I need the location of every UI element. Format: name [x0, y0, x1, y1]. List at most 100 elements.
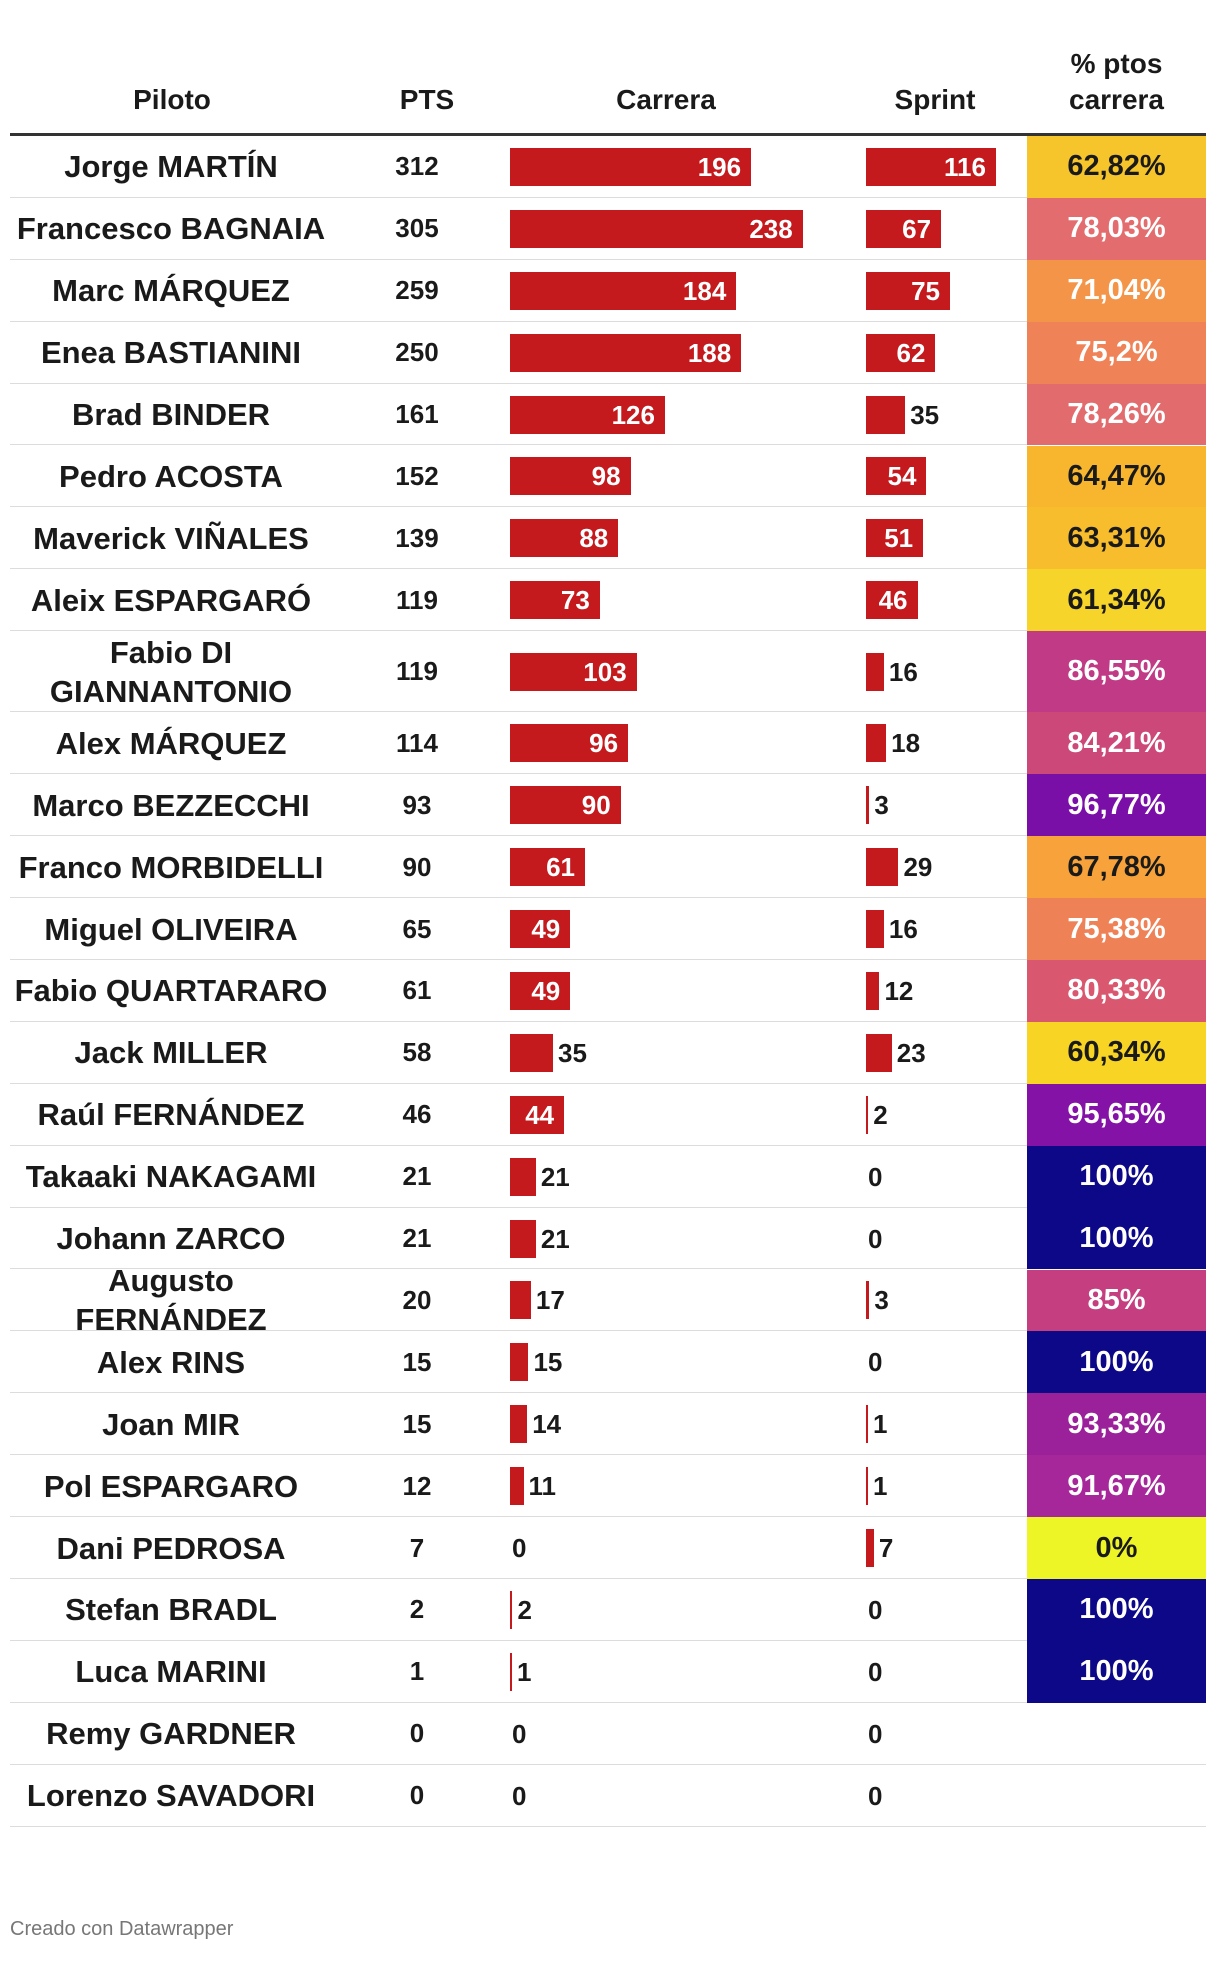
rider-name: Pedro ACOSTA [59, 458, 283, 494]
header-rule [10, 133, 1206, 136]
carrera-label: 0 [512, 1533, 527, 1564]
row-separator [10, 1639, 1206, 1641]
header-sprint: Sprint [894, 84, 976, 115]
race-points-percent [1027, 1703, 1206, 1765]
sprint-bar [866, 147, 996, 186]
race-points-percent: 100% [1027, 1579, 1206, 1641]
sprint-label: 7 [878, 1533, 894, 1564]
rider-name: Remy GARDNER [46, 1716, 296, 1752]
table-row: Marc MÁRQUEZ 259 184 75 71,04% [10, 259, 1206, 322]
carrera-bar [510, 1467, 524, 1506]
carrera-label: 73 [560, 585, 590, 616]
carrera-label: 196 [697, 151, 742, 182]
race-points-percent: 71,04% [1027, 259, 1206, 322]
row-separator [10, 958, 1206, 960]
sprint-label: 35 [910, 399, 940, 430]
table-row: Alex RINS 15 15 0 100% [10, 1331, 1206, 1394]
sprint-bar [866, 1467, 868, 1506]
row-separator [10, 1392, 1206, 1394]
total-points: 259 [395, 275, 439, 306]
carrera-label: 35 [558, 1037, 587, 1068]
sprint-label: 0 [868, 1223, 883, 1254]
total-points: 93 [402, 789, 432, 820]
carrera-bar [510, 848, 586, 887]
row-separator [10, 1701, 1206, 1703]
rider-name: Takaaki NAKAGAMI [25, 1159, 317, 1195]
table-row: Augusto FERNÁNDEZ 20 17 3 85% [10, 1263, 1206, 1338]
race-points-percent: 75,2% [1027, 321, 1206, 384]
sprint-label: 12 [884, 975, 914, 1006]
sprint-label: 0 [868, 1347, 883, 1378]
sprint-label: 75 [911, 275, 940, 306]
carrera-label: 21 [540, 1161, 570, 1192]
carrera-label: 238 [749, 213, 793, 244]
table-row: Lorenzo SAVADORI 0 0 0 [10, 1765, 1206, 1827]
total-points: 15 [402, 1346, 432, 1377]
sprint-label: 23 [896, 1037, 926, 1068]
race-points-percent: 95,65% [1027, 1083, 1206, 1146]
table-row: Dani PEDROSA 7 0 7 0% [10, 1517, 1206, 1579]
row-separator [10, 1268, 1206, 1270]
race-points-percent: 93,33% [1027, 1393, 1206, 1456]
carrera-bar [510, 395, 665, 434]
rider-name: Fabio DI GIANNANTONIO [49, 634, 293, 709]
total-points: 139 [395, 522, 439, 553]
carrera-bar [510, 1652, 512, 1691]
row-separator [10, 1516, 1206, 1518]
race-points-percent: 84,21% [1027, 712, 1206, 775]
sprint-bar [866, 971, 880, 1010]
rider-name: Maverick VIÑALES [33, 520, 309, 556]
table-row: Franco MORBIDELLI 90 61 29 67,78% [10, 836, 1206, 899]
total-points: 90 [402, 851, 432, 882]
rider-name: Augusto FERNÁNDEZ [75, 1263, 267, 1338]
race-points-percent: 67,78% [1027, 836, 1206, 899]
sprint-label: 1 [873, 1471, 888, 1502]
sprint-label: 62 [896, 337, 926, 368]
race-points-percent: 100% [1027, 1207, 1206, 1270]
sprint-label: 0 [868, 1594, 883, 1625]
carrera-label: 14 [532, 1409, 562, 1440]
total-points: 1 [409, 1656, 425, 1687]
sprint-bar [866, 271, 950, 310]
sprint-bar [866, 724, 887, 763]
row-separator [10, 258, 1206, 260]
table-row: Fabio DI GIANNANTONIO 119 103 16 86,55% [10, 631, 1206, 713]
carrera-label: 2 [517, 1594, 532, 1625]
table-row: Brad BINDER 161 126 35 78,26% [10, 383, 1206, 446]
sprint-label: 16 [888, 656, 918, 687]
total-points: 305 [395, 213, 439, 244]
total-points: 0 [409, 1780, 425, 1811]
table-row: Stefan BRADL 2 2 0 100% [10, 1579, 1206, 1641]
race-points-percent: 75,38% [1027, 898, 1206, 960]
total-points: 15 [402, 1408, 432, 1439]
carrera-label: 188 [687, 337, 732, 368]
rider-name: Johann ZARCO [56, 1221, 286, 1257]
total-points: 119 [396, 584, 438, 615]
row-separator [10, 506, 1206, 508]
table-row: Aleix ESPARGARÓ 119 73 46 61,34% [10, 569, 1206, 632]
row-separator [10, 444, 1206, 446]
total-points: 58 [402, 1037, 432, 1068]
total-points: 7 [409, 1532, 425, 1563]
table-row: Alex MÁRQUEZ 114 96 18 84,21% [10, 712, 1206, 775]
total-points: 114 [396, 727, 438, 758]
carrera-label: 49 [531, 975, 561, 1006]
sprint-label: 1 [873, 1409, 888, 1440]
sprint-bar [866, 209, 942, 248]
race-points-percent: 78,03% [1027, 197, 1206, 260]
sprint-bar [866, 848, 899, 887]
table-row: Raúl FERNÁNDEZ 46 44 2 95,65% [10, 1083, 1206, 1146]
race-points-percent: 96,77% [1027, 774, 1206, 837]
carrera-label: 0 [512, 1718, 527, 1749]
carrera-bar [510, 1157, 536, 1196]
race-points-percent: 0% [1027, 1517, 1206, 1579]
row-separator [10, 1082, 1206, 1084]
carrera-bar [510, 1343, 529, 1382]
table-row: Joan MIR 15 14 1 93,33% [10, 1393, 1206, 1456]
carrera-bar [510, 971, 571, 1010]
sprint-label: 29 [903, 852, 933, 883]
table-row: Pedro ACOSTA 152 98 54 64,47% [10, 445, 1206, 508]
row-separator [10, 773, 1206, 775]
table-row: Marco BEZZECCHI 93 90 3 96,77% [10, 774, 1206, 837]
carrera-label: 15 [533, 1347, 563, 1378]
